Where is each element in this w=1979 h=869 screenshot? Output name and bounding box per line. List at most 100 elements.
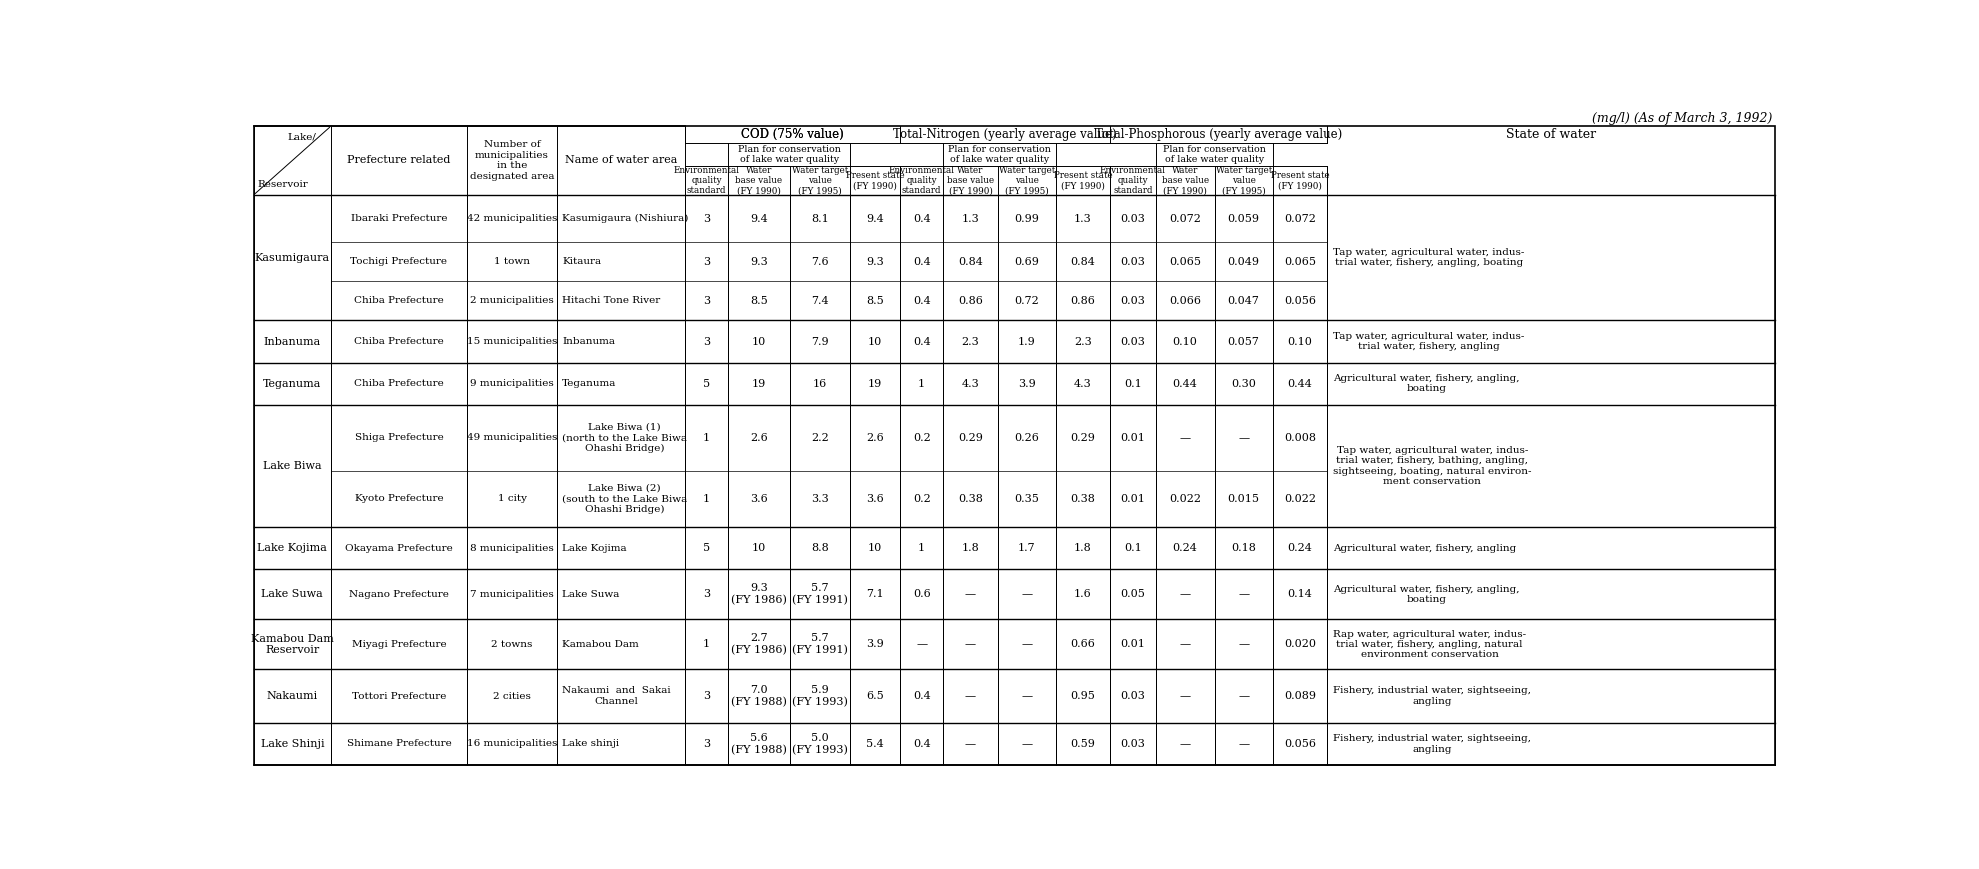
Text: 9.3
(FY 1986): 9.3 (FY 1986) (730, 583, 788, 606)
Text: 0.66: 0.66 (1071, 640, 1094, 649)
Text: Tottori Prefecture: Tottori Prefecture (352, 692, 445, 700)
Text: Kitaura: Kitaura (562, 257, 602, 266)
Text: Lake shinji: Lake shinji (562, 740, 619, 748)
Text: Shiga Prefecture: Shiga Prefecture (354, 434, 443, 442)
Text: 0.59: 0.59 (1071, 739, 1094, 749)
Text: Inbanuma: Inbanuma (263, 336, 321, 347)
Text: 9.3: 9.3 (750, 256, 768, 267)
Text: 9 municipalities: 9 municipalities (471, 379, 554, 388)
Text: —: — (1239, 640, 1249, 649)
Text: 0.86: 0.86 (958, 295, 984, 306)
Text: Nakaumi: Nakaumi (267, 691, 319, 701)
Text: —: — (1239, 739, 1249, 749)
Text: 10: 10 (752, 336, 766, 347)
Text: COD (75% value): COD (75% value) (742, 128, 843, 141)
Text: 7.9: 7.9 (811, 336, 829, 347)
Text: State of water: State of water (1506, 128, 1595, 141)
Text: 5.9
(FY 1993): 5.9 (FY 1993) (792, 685, 849, 707)
Text: 0.059: 0.059 (1227, 214, 1261, 223)
Text: —: — (1021, 739, 1033, 749)
Text: 0.6: 0.6 (912, 589, 930, 600)
Text: 3: 3 (703, 589, 710, 600)
Text: 0.4: 0.4 (912, 256, 930, 267)
Text: 3: 3 (703, 214, 710, 223)
Text: 3.9: 3.9 (867, 640, 885, 649)
Text: 8.5: 8.5 (750, 295, 768, 306)
Text: 0.4: 0.4 (912, 691, 930, 701)
Text: Lake Suwa: Lake Suwa (562, 590, 619, 599)
Text: Nakaumi  and  Sakai
Channel: Nakaumi and Sakai Channel (562, 687, 671, 706)
Text: Kamabou Dam
Reservoir: Kamabou Dam Reservoir (251, 634, 334, 655)
Text: 3.6: 3.6 (750, 494, 768, 504)
Text: 1.7: 1.7 (1017, 543, 1035, 554)
Text: 2.6: 2.6 (750, 433, 768, 443)
Text: Teganuma: Teganuma (263, 379, 321, 388)
Text: —: — (966, 739, 976, 749)
Text: —: — (1239, 691, 1249, 701)
Text: Lake Kojima: Lake Kojima (562, 544, 627, 553)
Text: Agricultural water, fishery, angling: Agricultural water, fishery, angling (1334, 544, 1516, 553)
Text: 8.1: 8.1 (811, 214, 829, 223)
Text: Lake Shinji: Lake Shinji (261, 739, 325, 749)
Text: 5: 5 (703, 379, 710, 388)
Text: 2.6: 2.6 (867, 433, 885, 443)
Text: 0.14: 0.14 (1288, 589, 1312, 600)
Text: 0.03: 0.03 (1120, 295, 1146, 306)
Text: 0.95: 0.95 (1071, 691, 1094, 701)
Text: 0.24: 0.24 (1174, 543, 1197, 554)
Text: 0.4: 0.4 (912, 214, 930, 223)
Text: 0.72: 0.72 (1015, 295, 1039, 306)
Text: 3: 3 (703, 691, 710, 701)
Text: 0.047: 0.047 (1227, 295, 1259, 306)
Text: 9.3: 9.3 (867, 256, 885, 267)
Text: Present state
(FY 1990): Present state (FY 1990) (845, 171, 904, 190)
Text: —: — (1179, 433, 1191, 443)
Text: 0.1: 0.1 (1124, 543, 1142, 554)
Text: 1.6: 1.6 (1075, 589, 1092, 600)
Text: 0.4: 0.4 (912, 739, 930, 749)
Text: Tap water, agricultural water, indus-
trial water, fishery, bathing, angling,
si: Tap water, agricultural water, indus- tr… (1334, 446, 1532, 486)
Text: —: — (1179, 691, 1191, 701)
Text: Tochigi Prefecture: Tochigi Prefecture (350, 257, 447, 266)
Text: 0.1: 0.1 (1124, 379, 1142, 388)
Text: 0.065: 0.065 (1170, 256, 1201, 267)
Text: 8 municipalities: 8 municipalities (471, 544, 554, 553)
Text: 0.29: 0.29 (958, 433, 984, 443)
Text: 0.049: 0.049 (1227, 256, 1261, 267)
Text: Prefecture related: Prefecture related (346, 156, 451, 165)
Text: Kasumigaura: Kasumigaura (255, 253, 330, 262)
Text: 0.015: 0.015 (1227, 494, 1261, 504)
Text: Teganuma: Teganuma (562, 379, 615, 388)
Text: 3.6: 3.6 (867, 494, 885, 504)
Text: 0.022: 0.022 (1284, 494, 1316, 504)
Text: 0.69: 0.69 (1013, 256, 1039, 267)
Text: 5.4: 5.4 (867, 739, 885, 749)
Text: Environmental
quality
standard: Environmental quality standard (1100, 166, 1166, 196)
Text: Present state
(FY 1990): Present state (FY 1990) (1053, 171, 1112, 190)
Text: Water target
value
(FY 1995): Water target value (FY 1995) (999, 166, 1055, 196)
Text: 1.8: 1.8 (1075, 543, 1092, 554)
Text: Name of water area: Name of water area (566, 156, 677, 165)
Text: —: — (1239, 589, 1249, 600)
Text: 0.05: 0.05 (1120, 589, 1146, 600)
Text: Inbanuma: Inbanuma (562, 337, 615, 346)
Text: 4.3: 4.3 (962, 379, 980, 388)
Text: 0.03: 0.03 (1120, 256, 1146, 267)
Text: 0.03: 0.03 (1120, 739, 1146, 749)
Text: 0.18: 0.18 (1231, 543, 1257, 554)
Text: 5.0
(FY 1993): 5.0 (FY 1993) (792, 733, 849, 755)
Text: 1 city: 1 city (497, 494, 526, 503)
Text: 1: 1 (703, 433, 710, 443)
Text: Rap water, agricultural water, indus-
trial water, fishery, angling, natural
env: Rap water, agricultural water, indus- tr… (1334, 629, 1526, 660)
Text: Plan for conservation
of lake water quality: Plan for conservation of lake water qual… (948, 144, 1051, 164)
Text: Kamabou Dam: Kamabou Dam (562, 640, 639, 649)
Text: 0.022: 0.022 (1170, 494, 1201, 504)
Text: 19: 19 (752, 379, 766, 388)
Text: Water
base value
(FY 1990): Water base value (FY 1990) (736, 166, 782, 196)
Text: 0.84: 0.84 (1071, 256, 1094, 267)
Text: 0.38: 0.38 (1071, 494, 1094, 504)
Text: Plan for conservation
of lake water quality: Plan for conservation of lake water qual… (738, 144, 841, 164)
Text: Lake Kojima: Lake Kojima (257, 543, 327, 554)
Text: 0.10: 0.10 (1174, 336, 1197, 347)
Text: 3: 3 (703, 336, 710, 347)
